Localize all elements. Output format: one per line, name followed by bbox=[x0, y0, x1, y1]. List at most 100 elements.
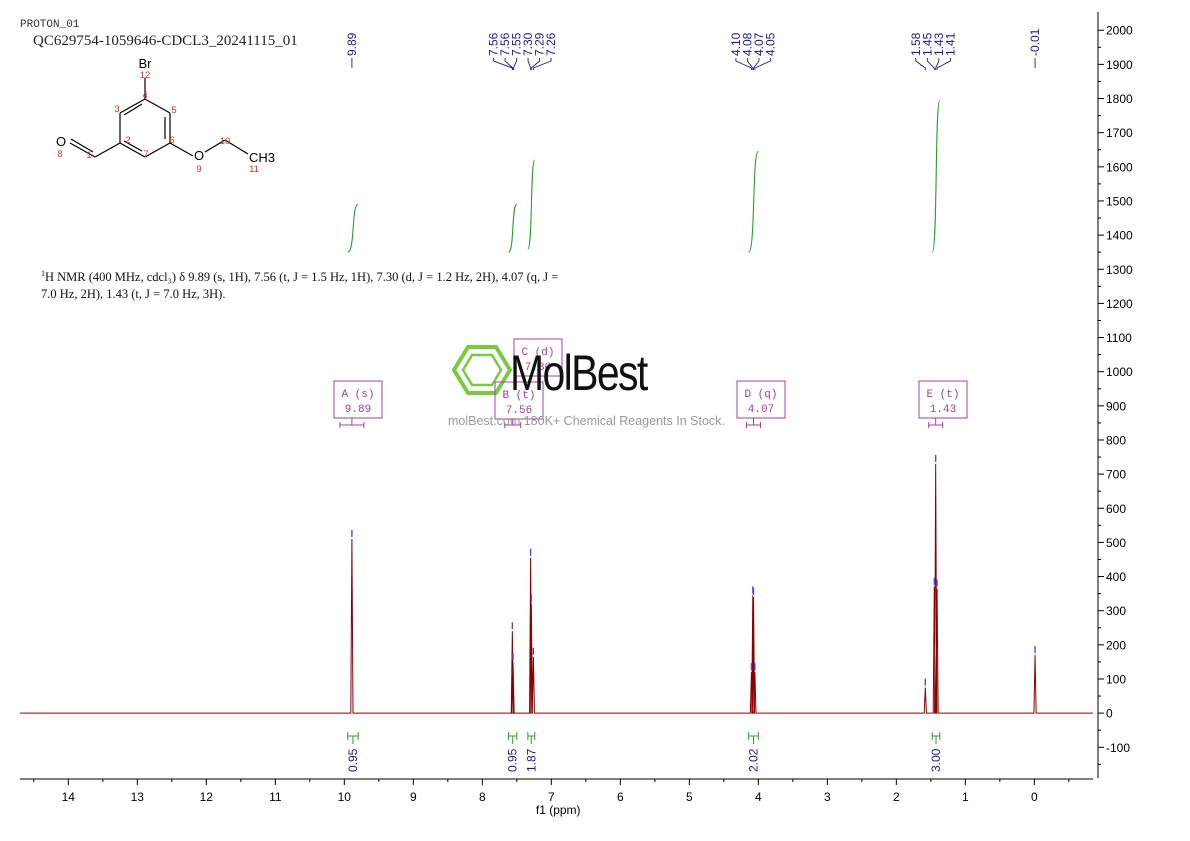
y-tick-label: 100 bbox=[1106, 672, 1126, 686]
integral-curve bbox=[527, 159, 536, 250]
multiplet-value: 7.30 bbox=[525, 362, 551, 374]
x-tick-label: 5 bbox=[686, 790, 693, 804]
peak-label-connector bbox=[532, 58, 552, 70]
y-tick-label: 800 bbox=[1106, 433, 1126, 447]
peak-label-connector bbox=[936, 58, 951, 70]
peak-label-connector bbox=[735, 58, 752, 70]
peak-label-connector bbox=[926, 58, 935, 70]
multiplet-label: D (q) bbox=[744, 389, 777, 401]
nmr-nucleus-superscript: 1 bbox=[41, 269, 45, 278]
x-tick-label: 4 bbox=[755, 790, 762, 804]
multiplet-value: 9.89 bbox=[345, 404, 371, 416]
peak-label: 4.08 bbox=[740, 32, 754, 56]
y-tick-label: 1100 bbox=[1106, 331, 1132, 345]
watermark-brand: MolBest bbox=[510, 345, 648, 401]
atom-number-2: 2 bbox=[125, 135, 130, 146]
x-tick-label: 12 bbox=[200, 790, 214, 804]
peak-label: 4.05 bbox=[763, 32, 777, 56]
multiplet-label: C (d) bbox=[521, 347, 554, 359]
x-tick-label: 9 bbox=[410, 790, 417, 804]
y-tick-label: 1600 bbox=[1106, 160, 1133, 174]
integral-value: 0.95 bbox=[506, 748, 520, 772]
atom-number-11: 11 bbox=[249, 164, 259, 175]
peak-label: 9.89 bbox=[345, 32, 359, 56]
y-tick-label: 400 bbox=[1106, 570, 1126, 584]
atom-number-12: 12 bbox=[140, 70, 151, 81]
peak-label: -0.01 bbox=[1028, 28, 1042, 56]
multiplet-label: B (t) bbox=[502, 390, 535, 402]
y-tick-label: 1200 bbox=[1106, 297, 1133, 311]
peak-label-connector bbox=[935, 58, 940, 70]
peak-label: 1.43 bbox=[932, 32, 946, 56]
x-tick-label: 1 bbox=[962, 790, 969, 804]
atom-number-5: 5 bbox=[171, 105, 176, 116]
y-tick-label: 600 bbox=[1106, 502, 1126, 516]
atom-number-3: 3 bbox=[114, 104, 119, 115]
multiplet-value: 7.56 bbox=[506, 405, 532, 417]
multiplet-value: 4.07 bbox=[748, 404, 774, 416]
peak-label: 7.26 bbox=[544, 32, 558, 56]
y-tick-label: 1400 bbox=[1106, 229, 1133, 243]
nmr-description: 1H NMR (400 MHz, cdcl₃) δ 9.89 (s, 1H), … bbox=[41, 265, 601, 303]
x-tick-label: 13 bbox=[131, 790, 145, 804]
x-tick-label: 6 bbox=[617, 790, 624, 804]
integral-value: 3.00 bbox=[929, 748, 943, 772]
peak-label-connector bbox=[493, 58, 513, 70]
peak-label: 7.55 bbox=[510, 32, 524, 56]
integral-curve bbox=[508, 203, 518, 253]
atom-o-ether: O bbox=[194, 148, 204, 163]
y-tick-label: 1300 bbox=[1106, 263, 1133, 277]
y-tick-label: 200 bbox=[1106, 638, 1126, 652]
y-tick-label: 1000 bbox=[1106, 365, 1133, 379]
atom-number-4: 4 bbox=[142, 90, 147, 101]
peak-label: 4.07 bbox=[752, 32, 766, 56]
y-tick-label: 900 bbox=[1106, 399, 1126, 413]
atom-number-8: 8 bbox=[57, 149, 62, 160]
peak-label-connector bbox=[746, 58, 754, 70]
peak-label: 1.58 bbox=[909, 32, 923, 56]
peak-label-connector bbox=[530, 58, 541, 70]
watermark-tagline: molBest.com 180K+ Chemical Reagents In S… bbox=[448, 414, 725, 428]
peak-label-connector bbox=[754, 58, 771, 70]
integral-curve bbox=[931, 99, 941, 253]
peak-label: 7.56 bbox=[498, 32, 512, 56]
atom-ch3: CH3 bbox=[249, 150, 275, 165]
y-tick-label: -100 bbox=[1106, 741, 1130, 755]
multiplet-box bbox=[494, 381, 544, 420]
atom-number-7: 7 bbox=[143, 149, 148, 160]
peak-label: 4.10 bbox=[729, 32, 743, 56]
x-tick-label: 2 bbox=[893, 790, 900, 804]
integral-value: 2.02 bbox=[747, 748, 761, 772]
y-tick-label: 2000 bbox=[1106, 24, 1133, 38]
integral-value: 1.87 bbox=[524, 748, 538, 772]
atom-number-9: 9 bbox=[196, 164, 201, 175]
multiplet-value: 1.43 bbox=[930, 404, 956, 416]
nmr-description-line1: H NMR (400 MHz, cdcl₃) δ 9.89 (s, 1H), 7… bbox=[45, 270, 559, 285]
y-tick-label: 0 bbox=[1106, 707, 1113, 721]
multiplet-box bbox=[513, 338, 563, 377]
x-tick-label: 3 bbox=[824, 790, 831, 804]
y-tick-label: 1500 bbox=[1106, 194, 1133, 208]
sample-id-title: QC629754-1059646-CDCL3_20241115_01 bbox=[33, 33, 298, 49]
peak-label: 1.45 bbox=[920, 32, 934, 56]
x-tick-label: 10 bbox=[338, 790, 352, 804]
multiplet-box bbox=[918, 380, 968, 419]
peak-label-connector bbox=[753, 58, 760, 70]
y-tick-label: 1800 bbox=[1106, 92, 1133, 106]
x-tick-label: 0 bbox=[1031, 790, 1038, 804]
peak-label: 7.29 bbox=[533, 32, 547, 56]
spectrum-trace bbox=[20, 463, 1093, 714]
x-tick-label: 14 bbox=[62, 790, 76, 804]
multiplet-box bbox=[333, 380, 383, 419]
y-tick-label: 1900 bbox=[1106, 58, 1133, 72]
atom-number-6: 6 bbox=[169, 135, 174, 146]
y-tick-label: 300 bbox=[1106, 604, 1126, 618]
peak-label-connector bbox=[504, 58, 514, 70]
x-tick-label: 7 bbox=[548, 790, 555, 804]
multiplet-box bbox=[736, 380, 786, 419]
x-axis-label: f1 (ppm) bbox=[536, 803, 581, 817]
peak-label: 1.41 bbox=[943, 32, 957, 56]
atom-o-carbonyl: O bbox=[56, 134, 66, 149]
molbest-logo-icon bbox=[451, 345, 513, 395]
